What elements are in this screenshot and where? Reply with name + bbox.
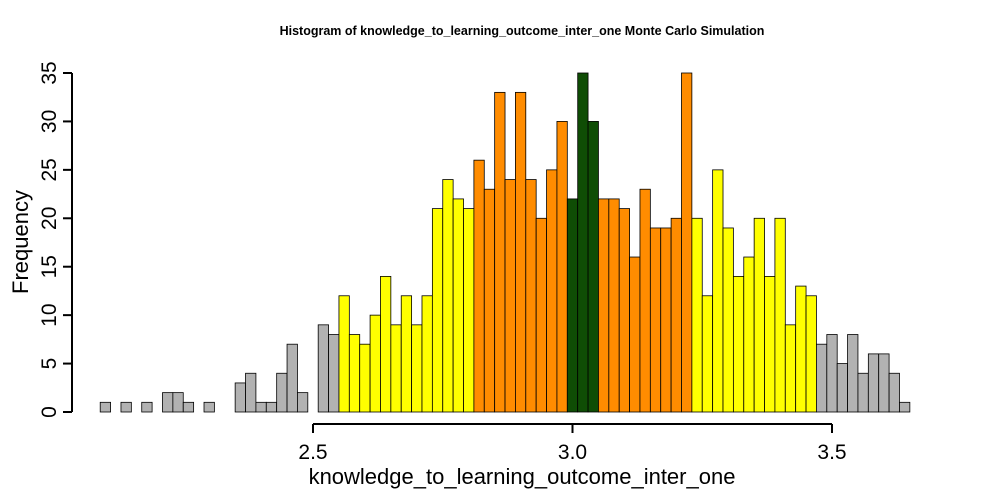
histogram-bar bbox=[722, 227, 734, 413]
histogram-bar bbox=[712, 169, 724, 413]
histogram-bar bbox=[483, 188, 496, 413]
histogram-bar bbox=[598, 198, 610, 413]
y-tick-label: 35 bbox=[38, 61, 61, 84]
histogram-bar bbox=[899, 401, 911, 413]
histogram-bar bbox=[691, 217, 703, 413]
histogram-bar bbox=[784, 324, 797, 413]
histogram-bar bbox=[867, 353, 880, 413]
histogram-bar bbox=[473, 159, 485, 413]
x-tick-label: 3.0 bbox=[558, 441, 587, 464]
histogram-bar bbox=[431, 208, 444, 413]
histogram-bar bbox=[286, 343, 298, 413]
histogram-bar bbox=[348, 334, 361, 413]
histogram-bar bbox=[888, 372, 900, 413]
y-tick-label: 30 bbox=[38, 110, 61, 133]
histogram-bar bbox=[629, 256, 641, 413]
histogram-bar bbox=[774, 217, 786, 413]
bars-group bbox=[99, 72, 911, 413]
histogram-bar bbox=[328, 334, 340, 413]
histogram-bar bbox=[649, 227, 662, 413]
histogram-bar bbox=[836, 363, 848, 413]
histogram-bar bbox=[681, 72, 693, 413]
histogram-bar bbox=[556, 121, 568, 413]
histogram-bar bbox=[732, 275, 745, 413]
x-ticks-group: 2.5 3.0 3.5 bbox=[298, 424, 847, 464]
histogram-bar bbox=[546, 169, 558, 413]
y-ticks-group: 0 5 10 15 20 25 30 35 bbox=[38, 61, 72, 418]
histogram-bar bbox=[338, 295, 350, 413]
histogram-bar bbox=[452, 198, 464, 413]
histogram-bar bbox=[245, 372, 257, 413]
histogram-bar bbox=[795, 285, 807, 413]
y-tick-label: 25 bbox=[38, 158, 61, 181]
histogram-bar bbox=[577, 72, 589, 413]
histogram-bar bbox=[618, 208, 630, 413]
y-tick-label: 10 bbox=[38, 303, 61, 326]
histogram-bar bbox=[255, 401, 267, 413]
x-tick-label: 2.5 bbox=[298, 441, 327, 464]
histogram-bar bbox=[265, 401, 278, 413]
histogram-bar bbox=[857, 372, 869, 413]
histogram-bar bbox=[369, 314, 381, 413]
y-tick-label: 0 bbox=[38, 406, 61, 418]
histogram-bar bbox=[203, 401, 215, 413]
x-axis-label: knowledge_to_learning_outcome_inter_one bbox=[309, 464, 736, 489]
y-tick-label: 5 bbox=[38, 358, 61, 370]
histogram-bar bbox=[566, 198, 579, 413]
histogram-bar bbox=[411, 324, 423, 413]
histogram-bar bbox=[743, 256, 755, 413]
histogram-bar bbox=[878, 353, 890, 413]
histogram-bar bbox=[421, 295, 433, 413]
histogram-bar bbox=[359, 343, 371, 413]
y-axis-label: Frequency bbox=[8, 190, 33, 294]
histogram-bar bbox=[816, 343, 828, 413]
histogram-bar bbox=[701, 295, 714, 413]
histogram-bar bbox=[608, 198, 620, 413]
y-tick-label: 15 bbox=[38, 255, 61, 278]
histogram-bar bbox=[660, 227, 672, 413]
histogram-bar bbox=[805, 295, 817, 413]
histogram-bar bbox=[182, 401, 195, 413]
histogram-bar bbox=[172, 392, 184, 413]
histogram-bar bbox=[317, 324, 329, 413]
histogram-bar bbox=[463, 208, 475, 413]
histogram-bar bbox=[99, 401, 111, 413]
histogram-bar bbox=[753, 217, 765, 413]
y-tick-label: 20 bbox=[38, 207, 61, 230]
x-tick-label: 3.5 bbox=[817, 441, 846, 464]
histogram-bar bbox=[525, 179, 537, 413]
histogram-bar bbox=[515, 91, 527, 413]
histogram-bar bbox=[120, 401, 132, 413]
histogram-bar bbox=[847, 334, 859, 413]
histogram-bar bbox=[504, 179, 516, 413]
histogram-bar bbox=[380, 275, 392, 413]
histogram-bar bbox=[442, 179, 454, 413]
histogram-bar bbox=[535, 217, 547, 413]
histogram-bar bbox=[826, 334, 838, 413]
histogram-bar bbox=[297, 392, 309, 413]
histogram-bar bbox=[141, 401, 153, 413]
histogram-bar bbox=[494, 91, 506, 413]
histogram-bar bbox=[639, 188, 651, 413]
histogram-bar bbox=[764, 275, 776, 413]
histogram-bar bbox=[400, 295, 413, 413]
histogram-bar bbox=[162, 392, 174, 413]
chart-title: Histogram of knowledge_to_learning_outco… bbox=[280, 24, 765, 38]
histogram-bar bbox=[390, 324, 402, 413]
histogram-bar bbox=[587, 121, 599, 413]
histogram-bar bbox=[234, 382, 246, 413]
histogram-bar bbox=[670, 217, 682, 413]
histogram-bar bbox=[276, 372, 288, 413]
